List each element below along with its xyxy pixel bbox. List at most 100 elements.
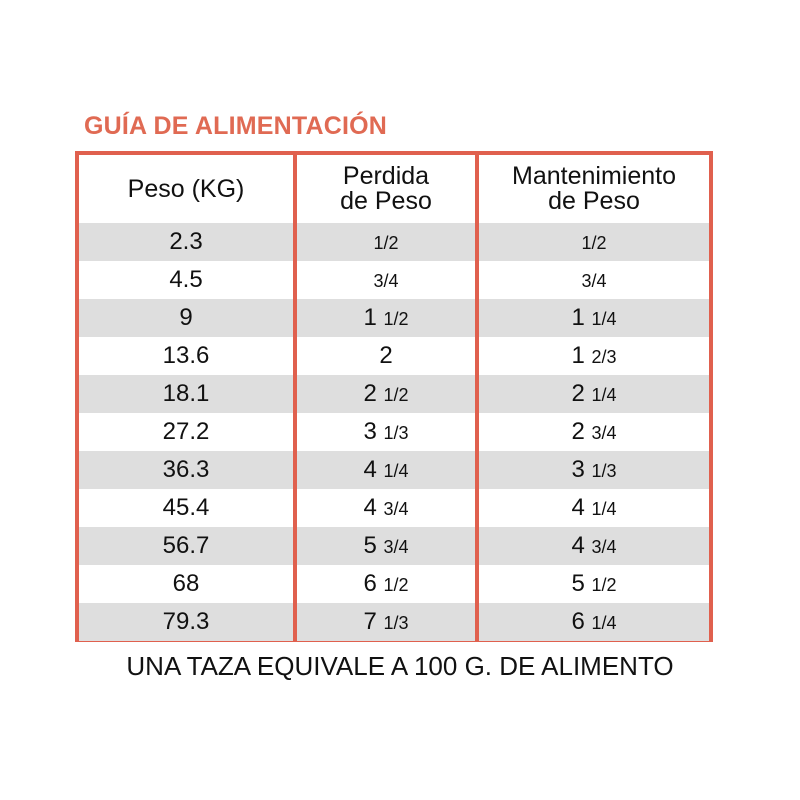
fraction-value: 1/3: [383, 423, 409, 443]
cell-peso: 4.5: [79, 261, 297, 299]
cell-peso: 68: [79, 565, 297, 603]
table-row: 36.3 4 1/4 3 1/3: [79, 451, 709, 489]
fraction-value: 1/4: [591, 613, 617, 633]
fraction-value: 1/3: [383, 613, 409, 633]
feeding-table-frame: Peso (KG) Perdida de Peso Mantenimiento de…: [75, 151, 713, 642]
peso-value: 4.5: [169, 266, 203, 293]
table-row: 13.6 2 1 2/3: [79, 337, 709, 375]
whole-value: 4: [363, 456, 377, 483]
peso-value: 45.4: [162, 494, 210, 521]
header-text: de Peso: [548, 187, 640, 215]
cell-mantenimiento: 4 1/4: [477, 489, 709, 527]
peso-value: 18.1: [162, 380, 210, 407]
peso-value: 2.3: [169, 228, 203, 255]
header-text: de Peso: [340, 187, 432, 215]
fraction-value: 1/2: [383, 385, 409, 405]
table-row: 18.1 2 1/2 2 1/4: [79, 375, 709, 413]
fraction-value: 3/4: [373, 271, 399, 291]
cell-mantenimiento: 1/2: [477, 223, 709, 261]
header-peso: Peso (KG): [79, 155, 297, 223]
fraction-value: 2/3: [591, 347, 617, 367]
fraction-value: 1/4: [591, 499, 617, 519]
peso-value: 36.3: [162, 456, 210, 483]
cell-perdida: 7 1/3: [295, 603, 479, 641]
cell-peso: 18.1: [79, 375, 297, 413]
cell-peso: 79.3: [79, 603, 297, 641]
header-text: Mantenimiento: [512, 162, 676, 190]
whole-value: 3: [571, 456, 585, 483]
fraction-value: 1/3: [591, 461, 617, 481]
cell-mantenimiento: 6 1/4: [477, 603, 709, 641]
guide-title: GUÍA DE ALIMENTACIÓN: [84, 112, 388, 140]
cell-peso: 45.4: [79, 489, 297, 527]
cell-mantenimiento: 1 2/3: [477, 337, 709, 375]
feeding-table: Peso (KG) Perdida de Peso Mantenimiento de…: [79, 155, 709, 641]
cell-mantenimiento: 3/4: [477, 261, 709, 299]
whole-value: 2: [571, 418, 585, 445]
footer-note: UNA TAZA EQUIVALE A 100 G. DE ALIMENTO: [126, 651, 674, 681]
cell-mantenimiento: 2 3/4: [477, 413, 709, 451]
peso-value: 13.6: [162, 342, 210, 369]
cell-peso: 36.3: [79, 451, 297, 489]
whole-value: 6: [363, 570, 377, 597]
whole-value: 5: [363, 532, 377, 559]
whole-value: 4: [571, 532, 585, 559]
whole-value: 4: [363, 494, 377, 521]
fraction-value: 1/4: [383, 461, 409, 481]
cell-peso: 9: [79, 299, 297, 337]
fraction-value: 3/4: [581, 271, 607, 291]
cell-mantenimiento: 3 1/3: [477, 451, 709, 489]
header-mantenimiento: Mantenimiento de Peso: [477, 155, 709, 223]
fraction-value: 3/4: [591, 423, 617, 443]
fraction-value: 3/4: [383, 499, 409, 519]
header-text: Peso (KG): [127, 174, 245, 203]
whole-value: 1: [363, 304, 377, 331]
whole-value: 2: [571, 380, 585, 407]
table-row: 79.3 7 1/3 6 1/4: [79, 603, 709, 641]
cell-perdida: 4 1/4: [295, 451, 479, 489]
fraction-value: 3/4: [591, 537, 617, 557]
header-perdida: Perdida de Peso: [295, 155, 479, 223]
fraction-value: 1/2: [383, 575, 409, 595]
table-row: 56.7 5 3/4 4 3/4: [79, 527, 709, 565]
cell-perdida: 3/4: [295, 261, 479, 299]
peso-value: 56.7: [162, 532, 210, 559]
cell-peso: 2.3: [79, 223, 297, 261]
fraction-value: 1/2: [373, 233, 399, 253]
peso-value: 68: [172, 570, 200, 597]
peso-value: 27.2: [162, 418, 210, 445]
table-row: 68 6 1/2 5 1/2: [79, 565, 709, 603]
cell-perdida: 1 1/2: [295, 299, 479, 337]
cell-perdida: 2: [295, 337, 479, 375]
cell-mantenimiento: 5 1/2: [477, 565, 709, 603]
fraction-value: 3/4: [383, 537, 409, 557]
table-header-row: Peso (KG) Perdida de Peso Mantenimiento de…: [79, 155, 709, 223]
whole-value: 7: [363, 608, 377, 635]
cell-mantenimiento: 1 1/4: [477, 299, 709, 337]
cell-peso: 27.2: [79, 413, 297, 451]
whole-value: 1: [571, 342, 585, 369]
table-row: 4.5 3/4 3/4: [79, 261, 709, 299]
peso-value: 9: [179, 304, 193, 331]
header-text: Perdida: [342, 162, 430, 190]
cell-perdida: 6 1/2: [295, 565, 479, 603]
table-row: 2.3 1/2 1/2: [79, 223, 709, 261]
cell-mantenimiento: 2 1/4: [477, 375, 709, 413]
whole-value: 2: [379, 342, 393, 369]
whole-value: 3: [363, 418, 377, 445]
cell-perdida: 3 1/3: [295, 413, 479, 451]
table-row: 45.4 4 3/4 4 1/4: [79, 489, 709, 527]
cell-perdida: 4 3/4: [295, 489, 479, 527]
cell-mantenimiento: 4 3/4: [477, 527, 709, 565]
cell-peso: 13.6: [79, 337, 297, 375]
whole-value: 1: [571, 304, 585, 331]
table-row: 27.2 3 1/3 2 3/4: [79, 413, 709, 451]
fraction-value: 1/2: [383, 309, 409, 329]
fraction-value: 1/4: [591, 309, 617, 329]
peso-value: 79.3: [162, 608, 210, 635]
cell-perdida: 1/2: [295, 223, 479, 261]
cell-perdida: 2 1/2: [295, 375, 479, 413]
whole-value: 2: [363, 380, 377, 407]
whole-value: 6: [571, 608, 585, 635]
